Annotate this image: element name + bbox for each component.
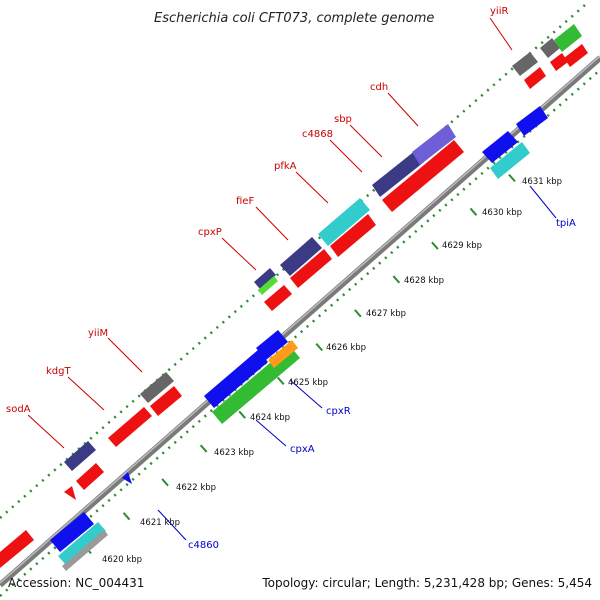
tick-mark — [392, 275, 401, 284]
label-c4860[interactable]: c4860 — [188, 540, 219, 551]
gene-tpiA-blue[interactable] — [482, 131, 518, 163]
tick-mark — [122, 512, 131, 521]
gene-sodA[interactable] — [64, 441, 96, 471]
bottom-gene-labels: c4860 cpxA cpxR tpiA — [188, 218, 576, 551]
genes-forward-strand — [0, 24, 588, 568]
label-kdgT[interactable]: kdgT — [46, 366, 71, 377]
tick-label: 4622 kbp — [176, 483, 216, 493]
tick-mark — [315, 343, 324, 352]
label-c4868[interactable]: c4868 — [302, 129, 333, 140]
tick-labels: 4620 kbp 4621 kbp 4622 kbp 4623 kbp 4624… — [102, 177, 562, 565]
label-tpiA[interactable]: tpiA — [556, 218, 576, 229]
gene-kdgT[interactable] — [108, 407, 152, 447]
tick-label: 4628 kbp — [404, 276, 444, 286]
gene-yiiR-gray[interactable] — [512, 52, 538, 76]
gene-fieF-navy[interactable] — [280, 237, 322, 276]
leader-tpiA — [529, 185, 557, 219]
gene-sbp-navy[interactable] — [372, 150, 424, 197]
tick-label: 4625 kbp — [288, 378, 328, 388]
gene-cpxP[interactable] — [264, 285, 292, 311]
tick-label: 4620 kbp — [102, 555, 142, 565]
accession-text: Accession: NC_004431 — [8, 576, 144, 590]
gene-yiiM-gray[interactable] — [140, 372, 174, 403]
gene-yiiR-red2[interactable] — [550, 53, 568, 71]
label-yiiM[interactable]: yiiM — [88, 328, 108, 339]
gene-pfkA[interactable] — [330, 214, 376, 257]
gene-yiiM[interactable] — [150, 386, 182, 416]
tick-label: 4631 kbp — [522, 177, 562, 187]
tick-mark — [431, 241, 439, 250]
tick-label: 4629 kbp — [442, 241, 482, 251]
leader-yiiM — [107, 337, 143, 373]
tick-mark — [161, 478, 169, 487]
gene-c4860[interactable] — [50, 512, 94, 552]
leader-c4860 — [157, 509, 187, 541]
gene-c4860-gray[interactable] — [62, 530, 108, 571]
gene-pfkA-cyan[interactable] — [318, 198, 370, 246]
gene-cpxR[interactable] — [268, 340, 298, 368]
tick-mark — [238, 410, 246, 419]
label-cpxP[interactable]: cpxP — [198, 227, 222, 238]
tick-marks — [84, 173, 516, 555]
map-title: Escherichia coli CFT073, complete genome — [154, 11, 434, 26]
gene-small-blue-arrow[interactable] — [122, 472, 132, 484]
label-leader-lines — [27, 17, 557, 541]
gene-fieF[interactable] — [290, 249, 332, 288]
gene-cpxA-blue[interactable] — [204, 350, 268, 408]
gene-small-red-arrow[interactable] — [64, 486, 76, 500]
tick-mark — [508, 173, 516, 183]
label-cpxR[interactable]: cpxR — [326, 406, 351, 417]
gene-yiiR[interactable] — [524, 67, 546, 89]
leader-sbp — [349, 124, 383, 158]
tick-mark — [276, 376, 285, 385]
tick-label: 4626 kbp — [326, 343, 366, 353]
gene-c4868[interactable] — [382, 140, 464, 212]
gene-cpxP-navy[interactable] — [254, 268, 276, 289]
leader-pfkA — [295, 171, 329, 204]
gene-cpxP-green[interactable] — [258, 276, 278, 295]
leader-yiiR — [489, 17, 513, 51]
label-cdh[interactable]: cdh — [370, 82, 388, 93]
tick-label: 4627 kbp — [366, 309, 406, 319]
gene-sodA-red[interactable] — [76, 463, 104, 490]
gene-yiiR-green[interactable] — [554, 24, 582, 52]
tick-label: 4623 kbp — [214, 448, 254, 458]
gene-c4860-cyan[interactable] — [58, 522, 106, 565]
gene-cpxA-blue2[interactable] — [256, 330, 288, 360]
gene-tpiA-blue2[interactable] — [516, 106, 548, 136]
gene-cpxA[interactable] — [212, 346, 300, 424]
label-fieF[interactable]: fieF — [236, 196, 254, 207]
tick-mark — [199, 444, 208, 453]
tick-label: 4630 kbp — [482, 208, 522, 218]
gene-yiiR-red3[interactable] — [564, 44, 588, 67]
gene-cdh-violet[interactable] — [412, 124, 456, 165]
leader-cpxR — [289, 379, 323, 409]
label-sodA[interactable]: sodA — [6, 404, 31, 415]
upper-dotted-guide — [0, 4, 586, 519]
gene-leftmost-red[interactable] — [0, 530, 34, 568]
leader-kdgT — [67, 376, 105, 411]
leader-cpxA — [255, 419, 287, 447]
gene-tpiA[interactable] — [490, 142, 530, 179]
leader-cdh — [387, 92, 419, 127]
label-sbp[interactable]: sbp — [334, 114, 352, 125]
genome-summary-text: Topology: circular; Length: 5,231,428 bp… — [261, 576, 592, 590]
leader-fieF — [255, 206, 289, 241]
tick-mark — [354, 309, 362, 318]
top-gene-labels: sodA kdgT yiiM cpxP fieF pfkA c4868 sbp … — [6, 6, 508, 415]
leader-cpxP — [221, 237, 257, 271]
tick-label: 4624 kbp — [250, 413, 290, 423]
genes-reverse-strand — [50, 106, 548, 571]
label-yiiR[interactable]: yiiR — [490, 6, 508, 17]
tick-label: 4621 kbp — [140, 518, 180, 528]
label-pfkA[interactable]: pfkA — [274, 161, 297, 172]
gene-yiiR-gray2[interactable] — [540, 38, 560, 58]
label-cpxA[interactable]: cpxA — [290, 444, 315, 455]
leader-sodA — [27, 414, 65, 449]
tick-mark — [469, 207, 478, 216]
leader-c4868 — [329, 139, 363, 173]
lower-dotted-guide — [0, 69, 600, 597]
